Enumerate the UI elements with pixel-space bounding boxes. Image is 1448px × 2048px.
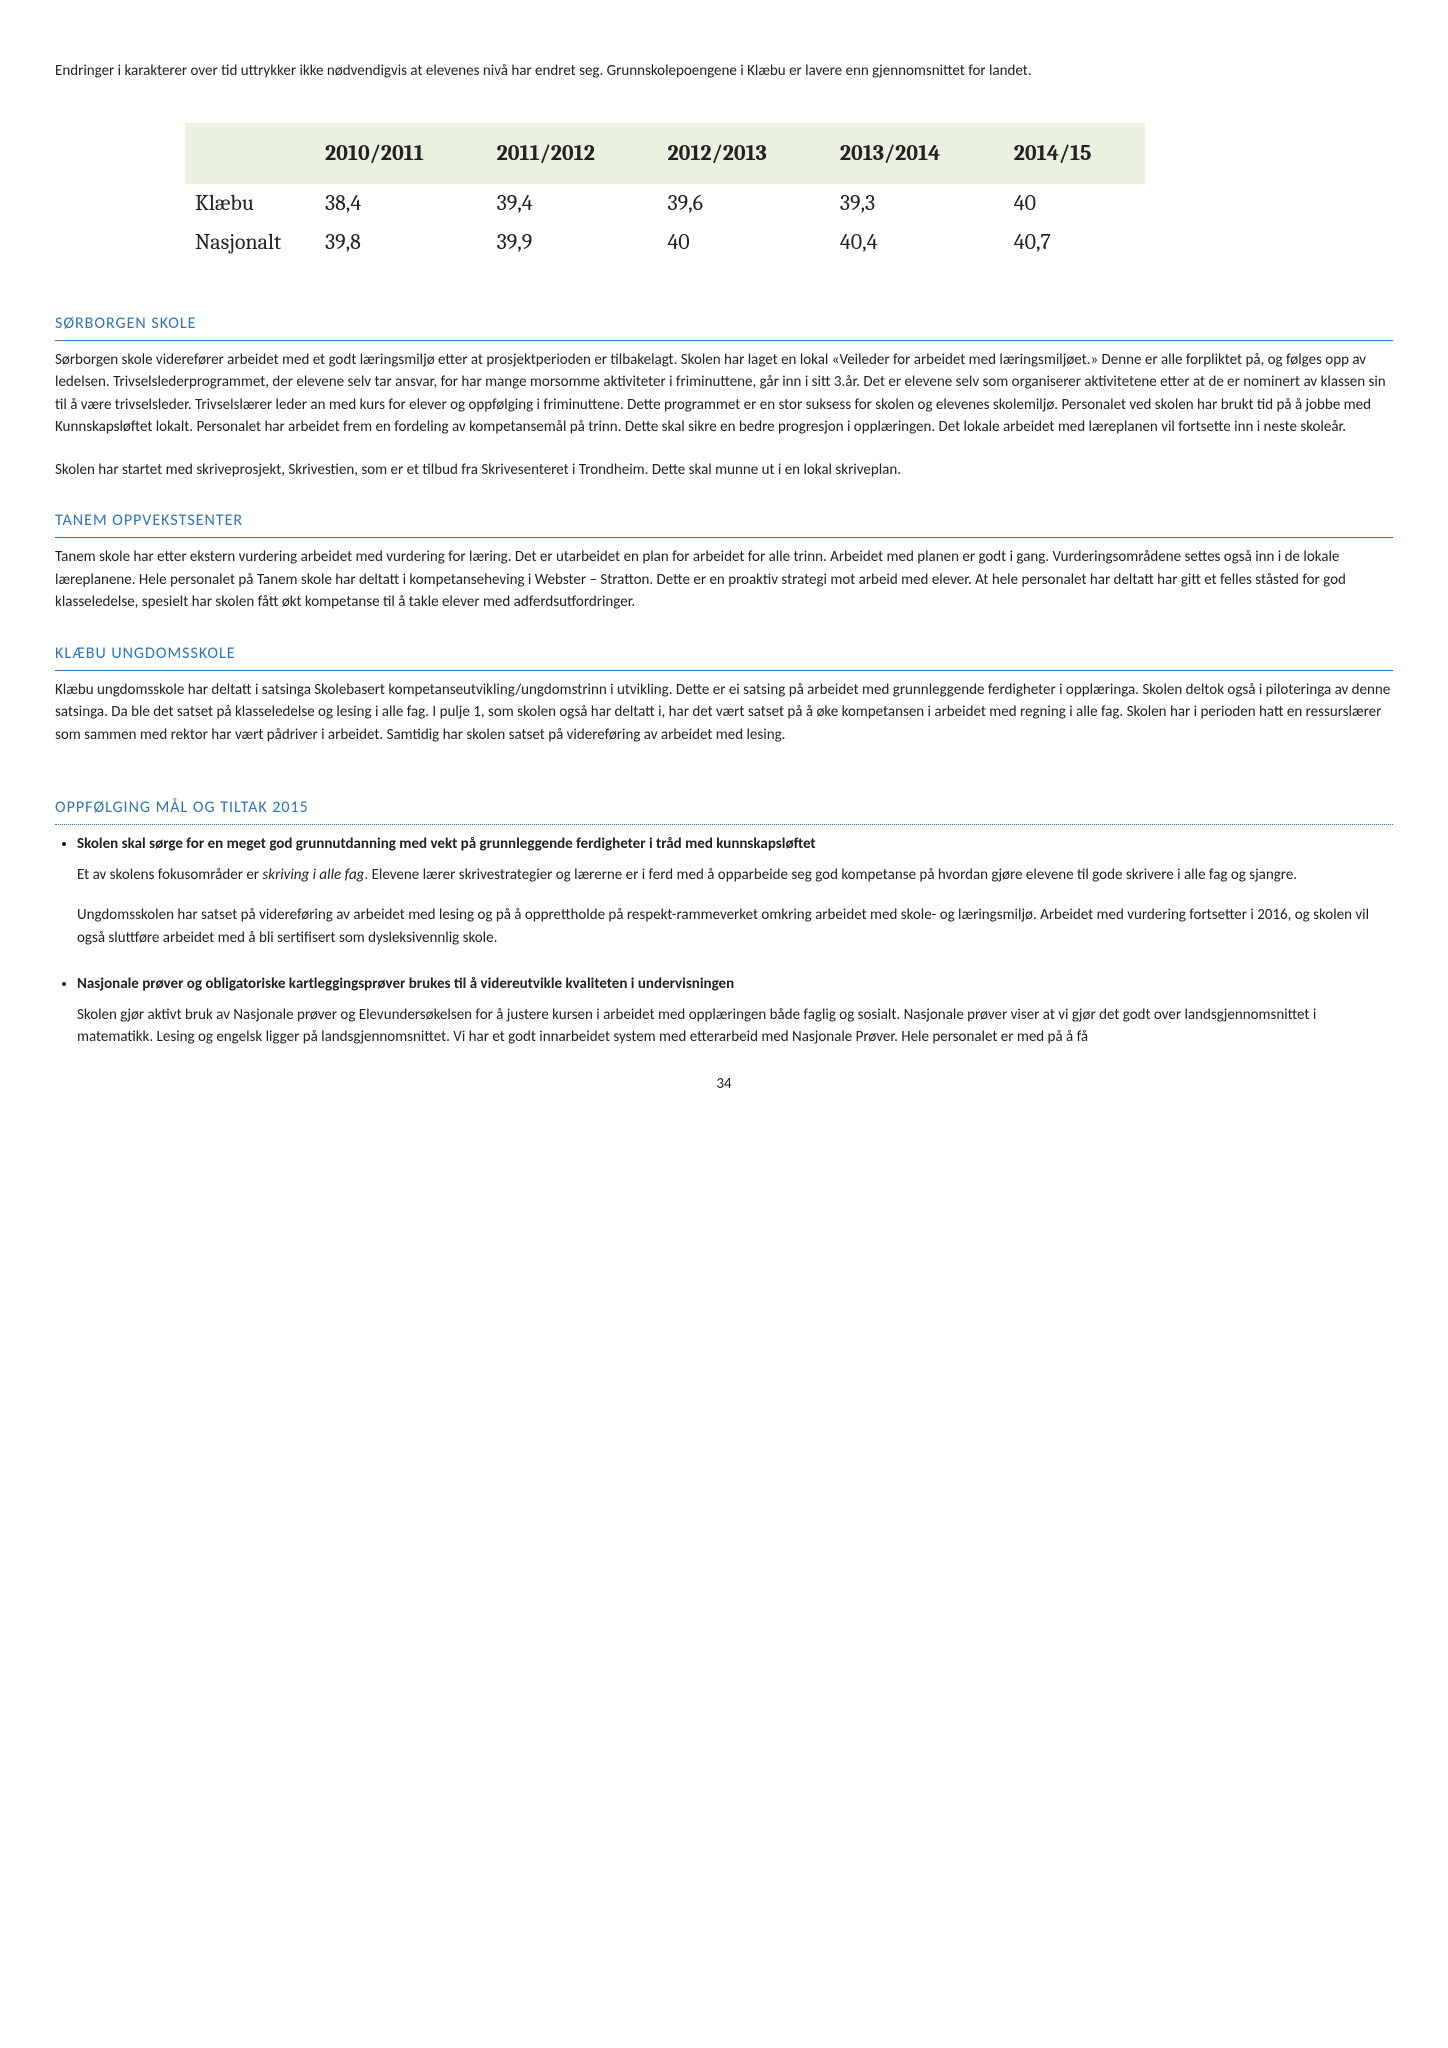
bullet-list: Skolen skal sørge for en meget god grunn… xyxy=(55,833,1393,1049)
table-cell: 39,3 xyxy=(830,184,1004,223)
list-item: Nasjonale prøver og obligatoriske kartle… xyxy=(77,973,1393,1049)
list-item: Skolen skal sørge for en meget god grunn… xyxy=(77,833,1393,949)
table-header-row: 2010/2011 2011/2012 2012/2013 2013/2014 … xyxy=(185,123,1145,184)
table-cell: Nasjonalt xyxy=(185,223,315,262)
table-row: Nasjonalt 39,8 39,9 40 40,4 40,7 xyxy=(185,223,1145,262)
body-paragraph: Et av skolens fokusområder er skriving i… xyxy=(77,864,1393,887)
table-cell: Klæbu xyxy=(185,184,315,223)
table-header xyxy=(185,123,315,184)
section-heading-tanem: TANEM OPPVEKSTSENTER xyxy=(55,509,1393,538)
section-heading-oppfolging: OPPFØLGING MÅL OG TILTAK 2015 xyxy=(55,796,1393,825)
body-paragraph: Skolen gjør aktivt bruk av Nasjonale prø… xyxy=(77,1004,1393,1049)
italic-run: skriving i alle fag xyxy=(262,866,364,884)
page-number: 34 xyxy=(55,1073,1393,1096)
table-cell: 39,8 xyxy=(315,223,487,262)
body-paragraph: Ungdomsskolen har satset på videreføring… xyxy=(77,904,1393,949)
table-cell: 40 xyxy=(1004,184,1145,223)
section-heading-klaebu: KLÆBU UNGDOMSSKOLE xyxy=(55,642,1393,671)
body-paragraph: Tanem skole har etter ekstern vurdering … xyxy=(55,546,1393,614)
table-cell: 39,6 xyxy=(657,184,829,223)
table-row: Klæbu 38,4 39,4 39,6 39,3 40 xyxy=(185,184,1145,223)
body-paragraph: Klæbu ungdomsskole har deltatt i satsing… xyxy=(55,679,1393,747)
table-cell: 40,7 xyxy=(1004,223,1145,262)
section-heading-sorborgen: SØRBORGEN SKOLE xyxy=(55,312,1393,341)
table-cell: 40,4 xyxy=(830,223,1004,262)
bullet-bold: Nasjonale prøver og obligatoriske kartle… xyxy=(77,973,1393,996)
text-run: . Elevene lærer skrivestrategier og lære… xyxy=(364,866,1297,884)
table-cell: 39,9 xyxy=(487,223,658,262)
table-header: 2010/2011 xyxy=(315,123,487,184)
body-paragraph: Sørborgen skole viderefører arbeidet med… xyxy=(55,349,1393,439)
bullet-bold: Skolen skal sørge for en meget god grunn… xyxy=(77,833,1393,856)
table-header: 2014/15 xyxy=(1004,123,1145,184)
table-cell: 38,4 xyxy=(315,184,487,223)
grades-table: 2010/2011 2011/2012 2012/2013 2013/2014 … xyxy=(185,123,1145,262)
table-cell: 40 xyxy=(657,223,829,262)
table-header: 2013/2014 xyxy=(830,123,1004,184)
table-header: 2012/2013 xyxy=(657,123,829,184)
table-header: 2011/2012 xyxy=(487,123,658,184)
text-run: Et av skolens fokusområder er xyxy=(77,866,262,884)
table-cell: 39,4 xyxy=(487,184,658,223)
intro-paragraph: Endringer i karakterer over tid uttrykke… xyxy=(55,60,1393,83)
grades-table-wrapper: 2010/2011 2011/2012 2012/2013 2013/2014 … xyxy=(185,123,1145,262)
body-paragraph: Skolen har startet med skriveprosjekt, S… xyxy=(55,459,1393,482)
